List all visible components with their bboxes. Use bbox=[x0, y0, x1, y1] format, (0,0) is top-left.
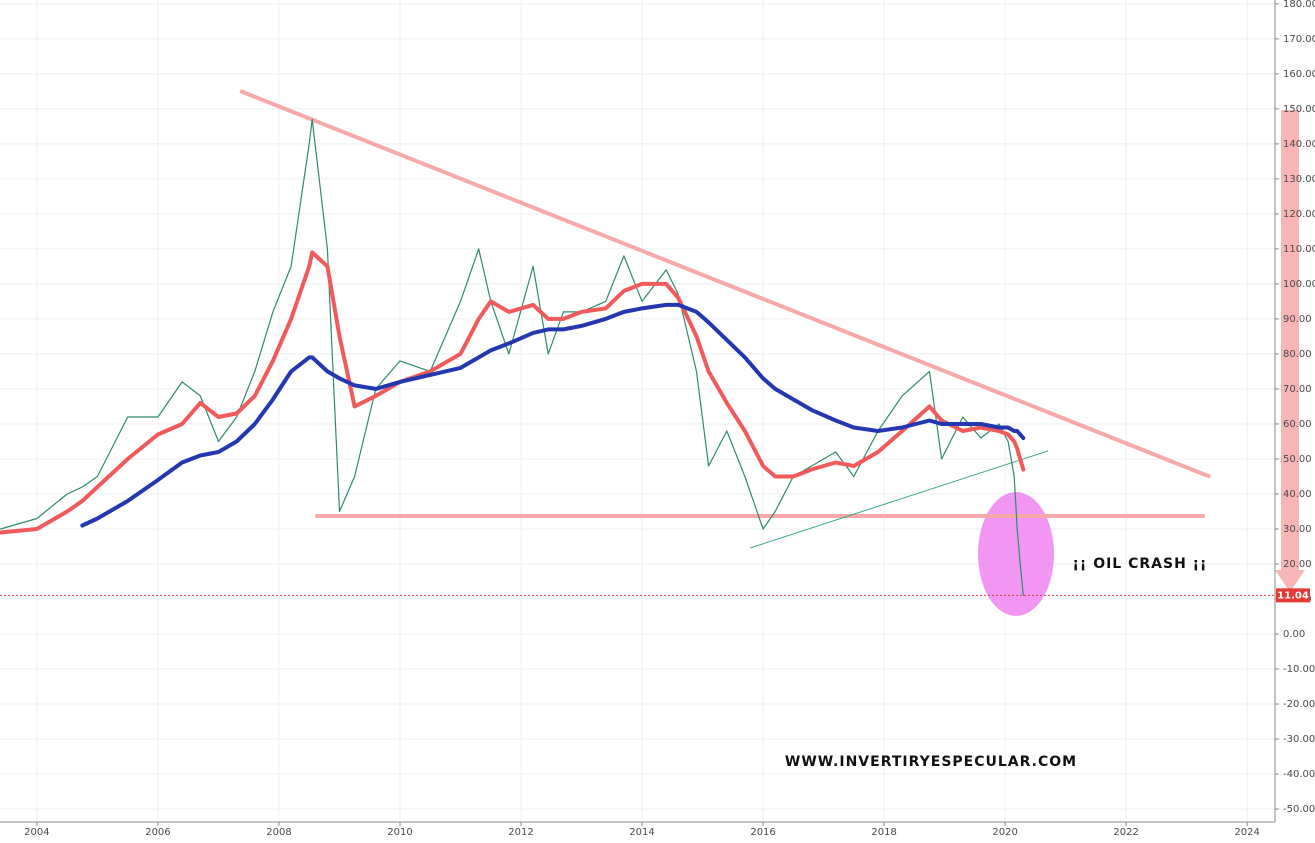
moving-average bbox=[80, 302, 1026, 528]
last-price-label: 11.04 bbox=[1277, 590, 1309, 601]
y-tick-label: 160.00 bbox=[1283, 69, 1315, 80]
trend-line bbox=[239, 89, 1212, 479]
y-tick-label: -30.00 bbox=[1283, 734, 1315, 745]
last-price-box bbox=[1276, 588, 1310, 603]
down-arrow bbox=[1275, 110, 1305, 592]
y-tick-label: 60.00 bbox=[1283, 419, 1312, 430]
grid bbox=[0, 0, 1275, 822]
y-tick-label: -10.00 bbox=[1283, 664, 1315, 675]
x-tick-label: 2010 bbox=[387, 827, 412, 838]
x-tick-label: 2024 bbox=[1234, 827, 1259, 838]
y-tick-label: 50.00 bbox=[1283, 454, 1312, 465]
x-tick-label: 2004 bbox=[24, 827, 49, 838]
y-tick-label: 70.00 bbox=[1283, 384, 1312, 395]
x-tick-label: 2008 bbox=[266, 827, 291, 838]
y-tick-label: -50.00 bbox=[1283, 804, 1315, 815]
y-tick-label: -40.00 bbox=[1283, 769, 1315, 780]
y-tick-label: 130.00 bbox=[1283, 174, 1315, 185]
price-line bbox=[0, 118, 1024, 596]
y-tick-label: 110.00 bbox=[1283, 244, 1315, 255]
y-tick-label: 180.00 bbox=[1283, 0, 1315, 10]
y-tick-label: 40.00 bbox=[1283, 489, 1312, 500]
y-tick-label: 120.00 bbox=[1283, 209, 1315, 220]
y-tick-label: 100.00 bbox=[1283, 279, 1315, 290]
moving-average bbox=[0, 250, 1026, 535]
y-tick-label: 170.00 bbox=[1283, 34, 1315, 45]
plot bbox=[0, 89, 1212, 596]
annotation: WWW.INVERTIRYESPECULAR.COM bbox=[785, 754, 1077, 770]
crash-highlight bbox=[978, 492, 1054, 616]
annotation: ¡¡ OIL CRASH ¡¡ bbox=[1073, 556, 1208, 572]
y-tick-label: 150.00 bbox=[1283, 104, 1315, 115]
y-tick-label: 140.00 bbox=[1283, 139, 1315, 150]
x-tick-label: 2022 bbox=[1113, 827, 1138, 838]
y-tick-label: 90.00 bbox=[1283, 314, 1312, 325]
y-tick-label: -20.00 bbox=[1283, 699, 1315, 710]
x-tick-label: 2014 bbox=[629, 827, 654, 838]
y-tick-label: 80.00 bbox=[1283, 349, 1312, 360]
x-tick-label: 2012 bbox=[508, 827, 533, 838]
x-tick-label: 2018 bbox=[871, 827, 896, 838]
x-tick-label: 2016 bbox=[750, 827, 775, 838]
trend-line bbox=[750, 450, 1049, 549]
y-tick-label: 0.00 bbox=[1283, 629, 1305, 640]
y-tick-label: 30.00 bbox=[1283, 524, 1312, 535]
x-tick-label: 2006 bbox=[145, 827, 170, 838]
x-tick-label: 2020 bbox=[992, 827, 1017, 838]
y-tick-label: 20.00 bbox=[1283, 559, 1312, 570]
